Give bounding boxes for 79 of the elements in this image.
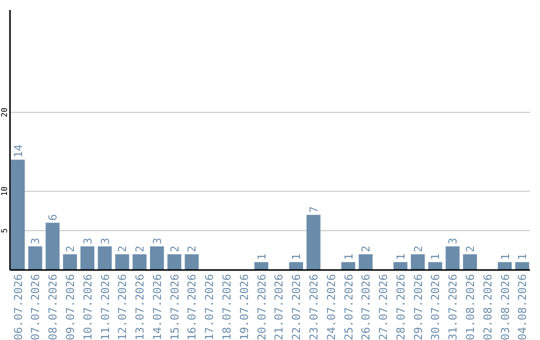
data-label: 1 bbox=[394, 253, 408, 260]
bar bbox=[393, 262, 408, 270]
data-label: 1 bbox=[429, 253, 442, 260]
bar bbox=[446, 246, 460, 270]
x-tick-label: 29.07.2026 bbox=[412, 274, 425, 340]
data-label: 2 bbox=[186, 246, 199, 252]
data-label: 1 bbox=[342, 253, 356, 260]
data-label: 2 bbox=[464, 246, 477, 252]
x-tick-label: 16.07.2026 bbox=[186, 274, 199, 340]
data-label: 1 bbox=[498, 253, 512, 260]
x-tick-label: 10.07.2026 bbox=[81, 274, 94, 340]
bar bbox=[80, 246, 94, 270]
x-tick-label: 28.07.2026 bbox=[394, 274, 408, 340]
data-label: 1 bbox=[290, 253, 304, 260]
bar bbox=[254, 262, 268, 270]
y-tick-label: 5 bbox=[0, 228, 9, 234]
bar bbox=[167, 254, 182, 270]
data-label: 2 bbox=[412, 246, 425, 252]
x-tick-label: 19.07.2026 bbox=[238, 274, 251, 340]
data-label: 3 bbox=[81, 238, 94, 244]
bar bbox=[132, 254, 147, 270]
x-tick-label: 13.07.2026 bbox=[134, 274, 147, 340]
bar bbox=[428, 262, 442, 270]
bar bbox=[289, 262, 304, 270]
x-tick-label: 07.07.2026 bbox=[29, 274, 42, 340]
bar bbox=[98, 246, 112, 270]
bar bbox=[410, 254, 425, 270]
data-label: 2 bbox=[116, 246, 130, 252]
bar bbox=[115, 254, 130, 270]
data-label: 3 bbox=[29, 238, 42, 244]
bar bbox=[150, 246, 164, 270]
bar bbox=[63, 254, 77, 270]
x-tick-label: 20.07.2026 bbox=[255, 274, 268, 340]
data-label: 1 bbox=[516, 253, 530, 260]
x-tick-label: 04.08.2026 bbox=[516, 274, 530, 340]
bar bbox=[28, 246, 42, 270]
y-tick-label: 10 bbox=[0, 186, 9, 196]
x-tick-label: 21.07.2026 bbox=[272, 274, 286, 340]
y-tick-label: 20 bbox=[0, 107, 9, 118]
x-tick-label: 01.08.2026 bbox=[464, 274, 477, 340]
x-tick-label: 24.07.2026 bbox=[324, 274, 338, 340]
x-tick-label: 25.07.2026 bbox=[342, 274, 356, 340]
x-tick-label: 09.07.2026 bbox=[64, 274, 77, 340]
data-label: 2 bbox=[134, 246, 147, 252]
data-label: 3 bbox=[446, 238, 460, 244]
x-tick-label: 03.08.2026 bbox=[498, 274, 512, 340]
data-label: 6 bbox=[46, 214, 60, 221]
x-tick-label: 14.07.2026 bbox=[150, 274, 164, 340]
bar bbox=[358, 254, 373, 270]
x-tick-label: 12.07.2026 bbox=[116, 274, 130, 340]
x-tick-label: 08.07.2026 bbox=[46, 274, 60, 340]
x-tick-label: 17.07.2026 bbox=[203, 274, 216, 340]
bar bbox=[463, 254, 477, 270]
data-label: 2 bbox=[168, 246, 182, 252]
x-tick-label: 11.07.2026 bbox=[98, 274, 112, 340]
bar bbox=[306, 214, 320, 270]
x-tick-label: 26.07.2026 bbox=[360, 274, 373, 340]
data-label: 3 bbox=[98, 238, 112, 244]
x-tick-label: 06.07.2026 bbox=[12, 274, 25, 340]
x-tick-label: 18.07.2026 bbox=[220, 274, 234, 340]
bar bbox=[515, 262, 530, 270]
data-label: 1 bbox=[255, 253, 268, 260]
x-tick-label: 30.07.2026 bbox=[429, 274, 442, 340]
x-tick-label: 31.07.2026 bbox=[446, 274, 460, 340]
data-label: 14 bbox=[12, 144, 25, 158]
x-tick-label: 02.08.2026 bbox=[481, 274, 494, 340]
x-tick-label: 27.07.2026 bbox=[377, 274, 390, 340]
x-tick-label: 23.07.2026 bbox=[307, 274, 320, 340]
bar bbox=[10, 160, 25, 270]
x-tick-label: 15.07.2026 bbox=[168, 274, 182, 340]
data-label: 2 bbox=[360, 246, 373, 252]
data-label: 7 bbox=[307, 206, 320, 213]
x-tick-label: 22.07.2026 bbox=[290, 274, 304, 340]
data-label: 2 bbox=[64, 246, 77, 252]
bar bbox=[46, 222, 60, 270]
bar bbox=[184, 254, 199, 270]
bar bbox=[341, 262, 356, 270]
data-label: 3 bbox=[150, 238, 164, 244]
bar bbox=[498, 262, 512, 270]
